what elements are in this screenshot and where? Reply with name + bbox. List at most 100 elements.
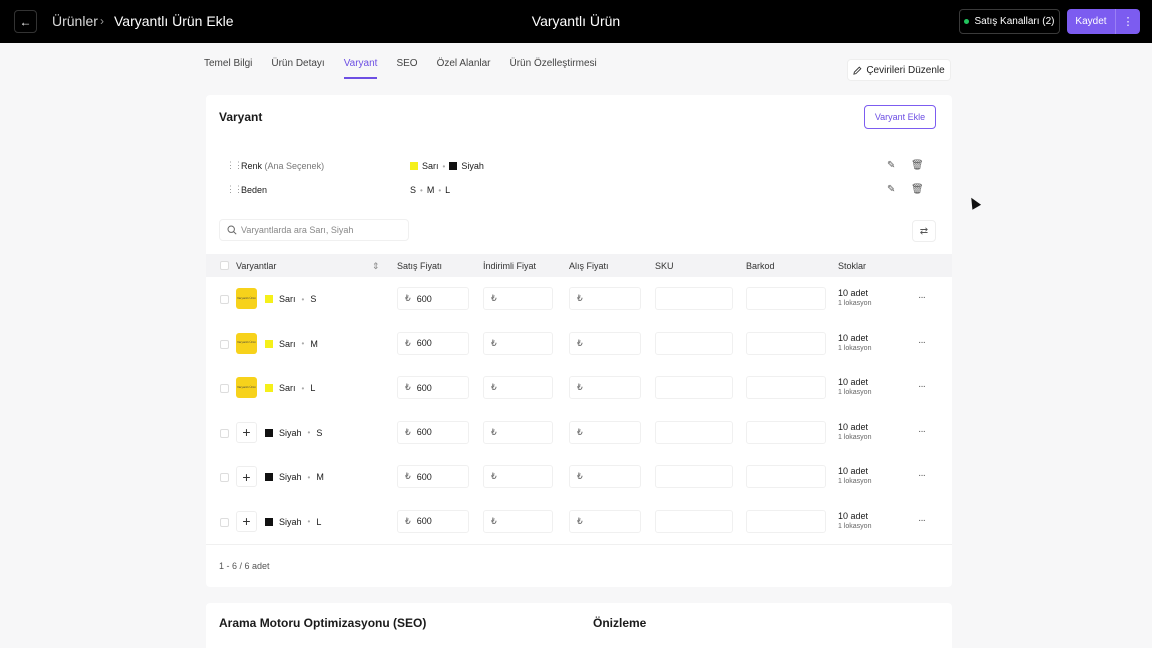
tab-ürün-detayı[interactable]: Ürün Detayı xyxy=(271,58,325,69)
discount-price-input[interactable]: ₺ xyxy=(483,465,553,488)
row-checkbox[interactable] xyxy=(220,517,229,527)
sales-channels-button[interactable]: Satış Kanalları (2) xyxy=(959,9,1060,34)
row-checkbox[interactable] xyxy=(220,473,229,482)
more-horizontal-icon[interactable]: ··· xyxy=(918,425,926,437)
stock-location: 1 lokasyon xyxy=(838,389,872,396)
more-vertical-icon[interactable]: ⋮ xyxy=(1122,16,1134,28)
trash-icon[interactable]: 🗑 xyxy=(911,184,924,195)
back-button[interactable]: ← xyxy=(14,10,37,33)
add-image-plus-icon[interactable]: + xyxy=(236,466,257,487)
add-image-plus-icon[interactable]: + xyxy=(236,510,257,532)
variant-color: Sarı xyxy=(279,383,296,393)
breadcrumb-parent[interactable]: Ürünler xyxy=(52,13,98,29)
sale-price-input[interactable]: ₺ 600 xyxy=(397,331,469,355)
barcode-input[interactable] xyxy=(746,331,826,355)
grip-icon[interactable]: ⋮⋮ xyxy=(226,160,243,170)
seo-preview-title: Önizleme xyxy=(593,616,647,630)
stock-location: 1 lokasyon xyxy=(838,300,872,307)
variant-size: M xyxy=(316,472,324,482)
purchase-price-input[interactable]: ₺ xyxy=(569,509,641,533)
sku-input[interactable] xyxy=(655,287,733,310)
variant-label: Siyah • M xyxy=(265,472,324,482)
stock-info[interactable]: 10 adet 1 lokasyon xyxy=(838,333,871,352)
sale-price-input[interactable]: ₺ 600 xyxy=(397,287,469,310)
discount-price-input[interactable]: ₺ xyxy=(483,331,553,355)
stock-location: 1 lokasyon xyxy=(838,522,872,530)
barcode-input[interactable] xyxy=(746,509,826,533)
top-bar: ← Ürünler › Varyantlı Ürün Ekle Varyantl… xyxy=(0,0,1152,43)
currency-symbol: ₺ xyxy=(405,293,411,303)
tab-ürün-özelleştirmesi[interactable]: Ürün Özelleştirmesi xyxy=(509,58,597,69)
variant-image[interactable]: Varyantlı Ürün xyxy=(236,288,257,309)
barcode-input[interactable] xyxy=(746,376,826,399)
option-note: (Ana Seçenek) xyxy=(264,161,325,171)
tab-temel-bilgi[interactable]: Temel Bilgi xyxy=(204,58,253,69)
stock-info[interactable]: 10 adet 1 lokasyon xyxy=(838,466,871,485)
pencil-icon[interactable]: ✎ xyxy=(887,160,896,171)
more-horizontal-icon[interactable]: ··· xyxy=(918,514,926,526)
discount-price-input[interactable]: ₺ xyxy=(483,509,553,533)
discount-price-input[interactable]: ₺ xyxy=(483,376,553,399)
arrow-left-icon: ← xyxy=(19,14,32,29)
purchase-price-input[interactable]: ₺ xyxy=(569,287,641,310)
color-swatch-icon xyxy=(265,473,273,481)
currency-symbol: ₺ xyxy=(405,471,411,481)
currency-symbol: ₺ xyxy=(491,382,497,392)
table-row: + Siyah • S ₺ 600 ₺ ₺ 10 adet 1 lokasyon ··· xyxy=(206,411,952,455)
row-checkbox[interactable] xyxy=(220,295,229,304)
sku-input[interactable] xyxy=(655,509,733,533)
sku-input[interactable] xyxy=(655,465,733,488)
sku-input[interactable] xyxy=(655,420,733,444)
more-horizontal-icon[interactable]: ··· xyxy=(918,381,926,392)
more-horizontal-icon[interactable]: ··· xyxy=(918,336,926,348)
currency-symbol: ₺ xyxy=(577,382,583,392)
filter-icon[interactable]: ⇄ xyxy=(912,220,936,242)
sale-price-input[interactable]: ₺ 600 xyxy=(397,420,469,444)
purchase-price-input[interactable]: ₺ xyxy=(569,331,641,355)
save-button[interactable]: Kaydet xyxy=(1075,16,1107,27)
variant-size: L xyxy=(310,383,316,393)
more-horizontal-icon[interactable]: ··· xyxy=(918,470,926,481)
stock-count: 10 adet xyxy=(838,466,869,476)
sort-icon[interactable]: ⇕ xyxy=(372,261,380,271)
row-checkbox[interactable] xyxy=(220,339,229,349)
price-value: 600 xyxy=(416,382,432,393)
sku-input[interactable] xyxy=(655,331,733,355)
pencil-icon[interactable]: ✎ xyxy=(887,184,896,195)
stock-info[interactable]: 10 adet 1 lokasyon xyxy=(838,288,871,307)
tab-varyant[interactable]: Varyant xyxy=(343,58,378,79)
purchase-price-input[interactable]: ₺ xyxy=(569,376,641,399)
barcode-input[interactable] xyxy=(746,287,826,310)
discount-price-input[interactable]: ₺ xyxy=(483,420,553,444)
add-image-plus-icon[interactable]: + xyxy=(236,421,257,443)
stock-info[interactable]: 10 adet 1 lokasyon xyxy=(838,422,871,441)
more-horizontal-icon[interactable]: ··· xyxy=(918,292,926,303)
purchase-price-input[interactable]: ₺ xyxy=(569,465,641,488)
separator-dot: • xyxy=(307,517,311,526)
currency-symbol: ₺ xyxy=(577,293,583,303)
sku-input[interactable] xyxy=(655,376,733,399)
sale-price-input[interactable]: ₺ 600 xyxy=(397,376,469,399)
purchase-price-input[interactable]: ₺ xyxy=(569,420,641,444)
add-variant-button[interactable]: Varyant Ekle xyxy=(864,105,936,129)
barcode-input[interactable] xyxy=(746,465,826,488)
select-all-checkbox[interactable] xyxy=(220,261,229,270)
table-row: + Siyah • M ₺ 600 ₺ ₺ 10 adet 1 lokasyon ··· xyxy=(206,455,952,499)
variant-image[interactable]: Varyantlı Ürün xyxy=(236,332,257,354)
tab-özel-alanlar[interactable]: Özel Alanlar xyxy=(436,58,491,69)
sale-price-input[interactable]: ₺ 600 xyxy=(397,465,469,488)
grip-icon[interactable]: ⋮⋮ xyxy=(226,184,243,194)
trash-icon[interactable]: 🗑 xyxy=(911,160,924,171)
variant-image[interactable]: Varyantlı Ürün xyxy=(236,377,257,398)
row-checkbox[interactable] xyxy=(220,428,229,438)
sale-price-input[interactable]: ₺ 600 xyxy=(397,509,469,533)
column-header[interactable]: Varyantlar xyxy=(236,261,277,271)
stock-info[interactable]: 10 adet 1 lokasyon xyxy=(838,377,871,396)
barcode-input[interactable] xyxy=(746,420,826,444)
variant-search-input[interactable]: Varyantlarda ara Sarı, Siyah xyxy=(219,219,409,241)
tab-seo[interactable]: SEO xyxy=(396,58,418,69)
row-checkbox[interactable] xyxy=(220,384,229,393)
discount-price-input[interactable]: ₺ xyxy=(483,287,553,310)
stock-info[interactable]: 10 adet 1 lokasyon xyxy=(838,511,871,530)
edit-translations-button[interactable]: Çevirileri Düzenle xyxy=(847,59,951,81)
